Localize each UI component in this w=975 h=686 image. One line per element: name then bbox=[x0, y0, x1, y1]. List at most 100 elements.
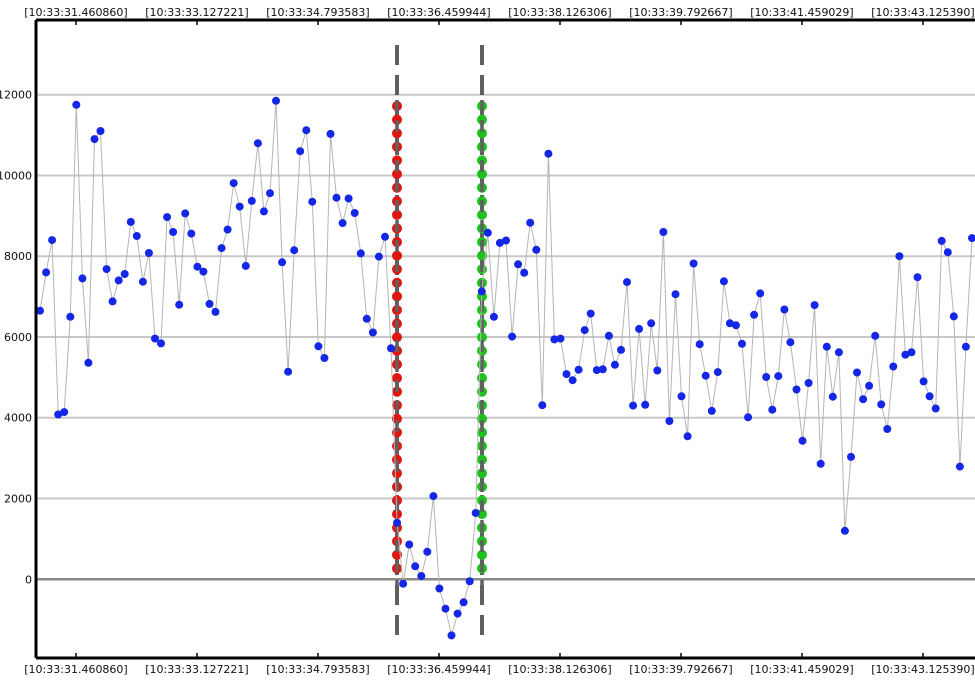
data-point bbox=[266, 189, 274, 198]
data-point bbox=[907, 348, 916, 357]
data-point bbox=[302, 126, 311, 135]
data-point bbox=[144, 249, 153, 257]
data-point bbox=[296, 147, 305, 156]
data-point bbox=[943, 248, 952, 257]
data-point bbox=[538, 401, 547, 410]
data-point bbox=[108, 297, 117, 306]
data-point bbox=[925, 392, 934, 401]
data-point bbox=[774, 372, 783, 381]
data-point bbox=[314, 342, 323, 351]
data-point bbox=[453, 609, 462, 618]
data-point bbox=[931, 404, 940, 413]
data-point bbox=[514, 260, 523, 269]
data-point bbox=[744, 413, 753, 422]
data-point bbox=[804, 379, 813, 387]
data-point bbox=[520, 268, 529, 277]
y-tick-label: 2000 bbox=[4, 493, 32, 506]
data-point bbox=[598, 365, 607, 374]
data-point bbox=[968, 234, 975, 243]
data-point bbox=[568, 376, 577, 385]
grid-lines bbox=[36, 93, 975, 581]
data-point bbox=[756, 289, 765, 298]
data-point bbox=[223, 225, 232, 234]
y-tick-label: 4000 bbox=[4, 412, 32, 425]
x-tick-label: [10:33:31.460860] bbox=[24, 6, 127, 19]
data-point bbox=[356, 249, 365, 258]
data-point bbox=[132, 232, 141, 240]
data-point bbox=[211, 307, 220, 316]
data-point bbox=[877, 400, 886, 409]
x-tick-label: [10:33:43.125390] bbox=[871, 6, 974, 19]
data-point bbox=[429, 492, 438, 501]
x-tick-label: [10:33:31.460860] bbox=[24, 663, 127, 676]
x-tick-label: [10:33:38.126306] bbox=[508, 663, 611, 676]
x-tick-label: [10:33:33.127221] bbox=[145, 663, 248, 676]
data-point bbox=[580, 326, 589, 335]
data-point bbox=[562, 370, 571, 379]
data-point bbox=[362, 314, 371, 323]
data-point bbox=[205, 299, 214, 308]
data-point bbox=[683, 432, 692, 441]
data-point bbox=[417, 572, 426, 580]
y-tick-label: 12000 bbox=[0, 89, 32, 102]
data-point bbox=[955, 462, 964, 471]
data-point bbox=[610, 360, 619, 369]
data-point bbox=[889, 362, 898, 371]
data-points bbox=[36, 96, 975, 640]
data-point bbox=[411, 562, 420, 571]
data-point bbox=[241, 261, 250, 270]
data-point bbox=[36, 306, 44, 315]
data-point bbox=[604, 331, 613, 340]
data-point bbox=[556, 334, 565, 343]
x-tick-label: [10:33:38.126306] bbox=[508, 6, 611, 19]
data-point bbox=[707, 406, 716, 415]
data-point bbox=[719, 277, 728, 286]
data-point bbox=[961, 342, 970, 351]
data-point bbox=[725, 319, 734, 328]
data-point bbox=[792, 385, 801, 394]
data-point bbox=[187, 229, 196, 238]
data-point bbox=[284, 367, 293, 376]
data-point bbox=[913, 273, 922, 282]
data-point bbox=[368, 328, 377, 337]
data-point bbox=[441, 604, 450, 613]
data-point bbox=[217, 244, 226, 253]
cursor-markers[interactable] bbox=[392, 45, 487, 640]
data-point bbox=[102, 265, 111, 274]
data-point bbox=[786, 338, 795, 347]
data-point bbox=[768, 405, 777, 414]
data-point bbox=[810, 301, 819, 310]
data-point bbox=[126, 217, 135, 226]
data-point bbox=[235, 202, 244, 211]
data-point bbox=[550, 335, 559, 344]
data-point bbox=[508, 332, 517, 341]
data-point bbox=[883, 425, 892, 433]
data-point bbox=[750, 310, 759, 319]
data-point bbox=[42, 268, 51, 277]
data-point bbox=[822, 342, 831, 351]
data-point bbox=[701, 371, 710, 380]
x-tick-label: [10:33:33.127221] bbox=[145, 6, 248, 19]
data-point bbox=[641, 400, 650, 409]
data-point bbox=[574, 365, 583, 374]
data-point bbox=[66, 312, 75, 321]
x-tick-label: [10:33:41.459029] bbox=[750, 663, 853, 676]
x-tick-label: [10:33:36.459944] bbox=[387, 663, 490, 676]
data-point bbox=[175, 300, 184, 309]
data-point bbox=[653, 366, 662, 375]
data-point bbox=[859, 395, 868, 404]
data-point bbox=[72, 100, 81, 109]
data-point bbox=[229, 179, 238, 188]
x-tick-label: [10:33:34.793583] bbox=[266, 6, 369, 19]
y-tick-label: 8000 bbox=[4, 250, 32, 263]
data-point bbox=[840, 526, 849, 535]
data-point bbox=[713, 368, 722, 377]
data-point bbox=[350, 209, 359, 217]
data-point bbox=[374, 252, 383, 261]
data-point bbox=[647, 319, 656, 328]
data-point bbox=[871, 331, 880, 340]
y-axis: 0 2000 4000 6000 8000 10000 12000 bbox=[0, 89, 32, 587]
data-point bbox=[665, 417, 674, 425]
data-point bbox=[635, 324, 644, 333]
